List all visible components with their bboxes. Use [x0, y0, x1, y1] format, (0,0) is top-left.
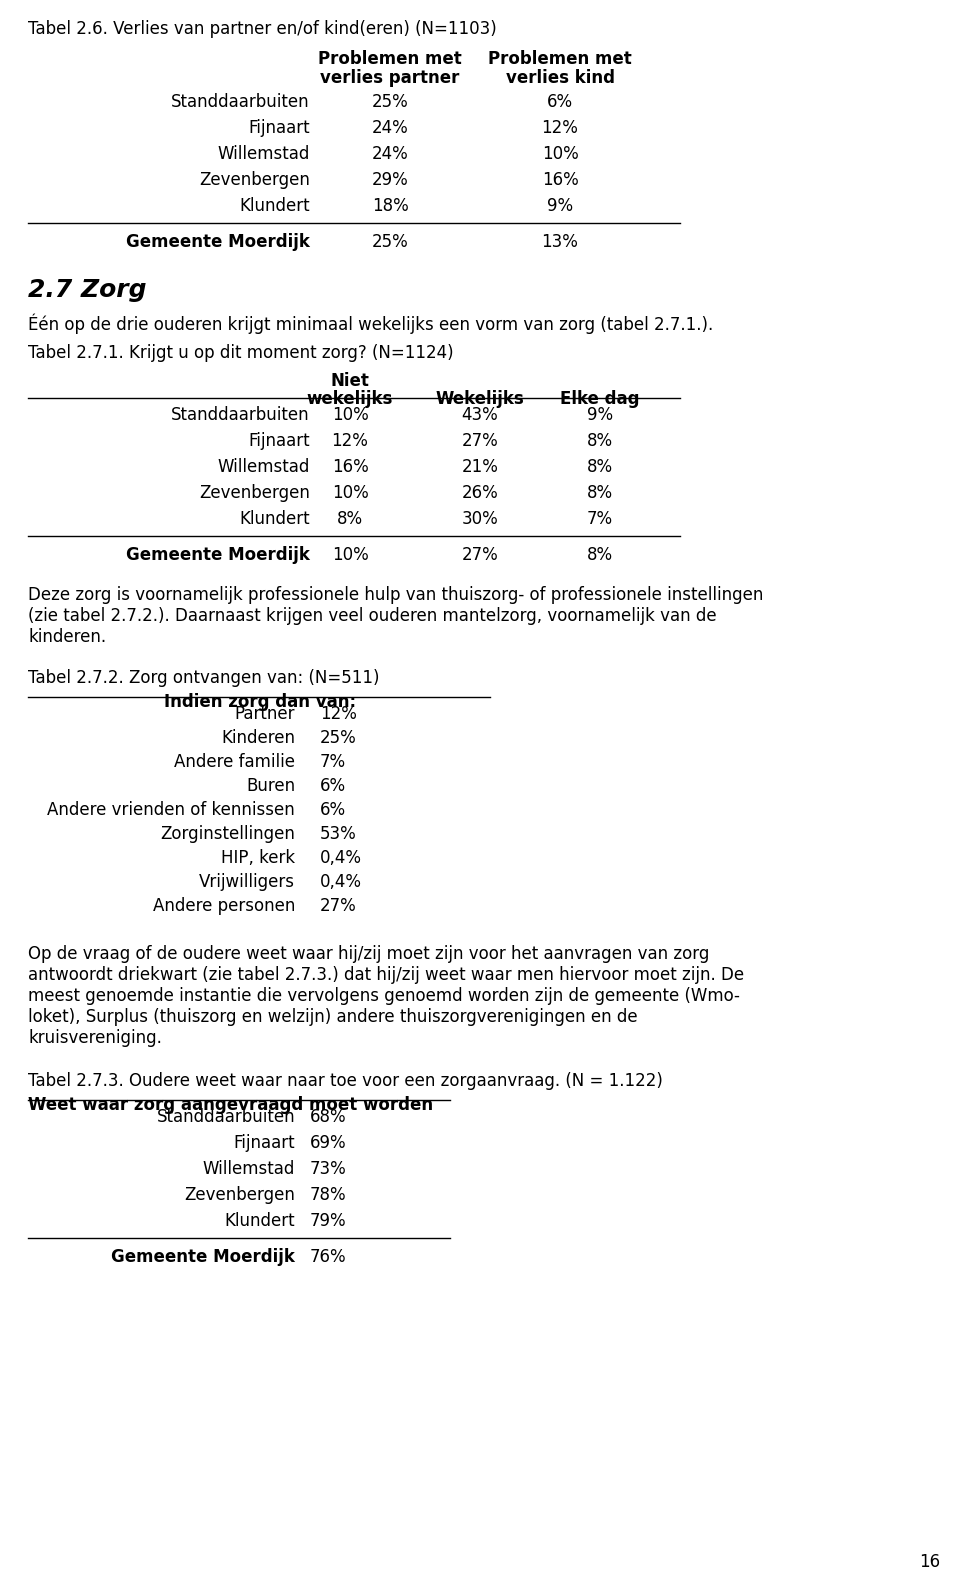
Text: Elke dag: Elke dag — [561, 389, 639, 408]
Text: 8%: 8% — [337, 510, 363, 528]
Text: Willemstad: Willemstad — [218, 144, 310, 163]
Text: Standdaarbuiten: Standdaarbuiten — [172, 407, 310, 424]
Text: Tabel 2.7.3. Oudere weet waar naar toe voor een zorgaanvraag. (N = 1.122): Tabel 2.7.3. Oudere weet waar naar toe v… — [28, 1072, 662, 1090]
Text: 27%: 27% — [462, 432, 498, 451]
Text: Gemeente Moerdijk: Gemeente Moerdijk — [126, 232, 310, 251]
Text: 16%: 16% — [541, 171, 578, 188]
Text: 10%: 10% — [331, 484, 369, 502]
Text: 21%: 21% — [462, 458, 498, 476]
Text: Op de vraag of de oudere weet waar hij/zij moet zijn voor het aanvragen van zorg: Op de vraag of de oudere weet waar hij/z… — [28, 945, 709, 962]
Text: 30%: 30% — [462, 510, 498, 528]
Text: 9%: 9% — [547, 196, 573, 215]
Text: 24%: 24% — [372, 144, 408, 163]
Text: 29%: 29% — [372, 171, 408, 188]
Text: 27%: 27% — [462, 546, 498, 564]
Text: Fijnaart: Fijnaart — [233, 1134, 295, 1152]
Text: Indien zorg dan van:: Indien zorg dan van: — [164, 692, 356, 711]
Text: Klundert: Klundert — [225, 1212, 295, 1229]
Text: Buren: Buren — [246, 777, 295, 794]
Text: 25%: 25% — [372, 93, 408, 111]
Text: Klundert: Klundert — [239, 196, 310, 215]
Text: 6%: 6% — [320, 801, 347, 820]
Text: Zorginstellingen: Zorginstellingen — [160, 824, 295, 843]
Text: 0,4%: 0,4% — [320, 849, 362, 867]
Text: Andere familie: Andere familie — [174, 754, 295, 771]
Text: Fijnaart: Fijnaart — [249, 432, 310, 451]
Text: 0,4%: 0,4% — [320, 873, 362, 892]
Text: 10%: 10% — [331, 407, 369, 424]
Text: 26%: 26% — [462, 484, 498, 502]
Text: 18%: 18% — [372, 196, 408, 215]
Text: Problemen met: Problemen met — [318, 50, 462, 68]
Text: Willemstad: Willemstad — [218, 458, 310, 476]
Text: Wekelijks: Wekelijks — [436, 389, 524, 408]
Text: Zevenbergen: Zevenbergen — [199, 484, 310, 502]
Text: 78%: 78% — [310, 1185, 347, 1204]
Text: Willemstad: Willemstad — [203, 1160, 295, 1178]
Text: Problemen met: Problemen met — [488, 50, 632, 68]
Text: kinderen.: kinderen. — [28, 628, 107, 645]
Text: 68%: 68% — [310, 1108, 347, 1126]
Text: 53%: 53% — [320, 824, 357, 843]
Text: 12%: 12% — [331, 432, 369, 451]
Text: 25%: 25% — [320, 728, 357, 747]
Text: 79%: 79% — [310, 1212, 347, 1229]
Text: 8%: 8% — [587, 458, 613, 476]
Text: Niet: Niet — [330, 372, 370, 389]
Text: 8%: 8% — [587, 432, 613, 451]
Text: 10%: 10% — [541, 144, 578, 163]
Text: loket), Surplus (thuiszorg en welzijn) andere thuiszorgverenigingen en de: loket), Surplus (thuiszorg en welzijn) a… — [28, 1008, 637, 1027]
Text: 13%: 13% — [541, 232, 579, 251]
Text: Standdaarbuiten: Standdaarbuiten — [172, 93, 310, 111]
Text: 7%: 7% — [587, 510, 613, 528]
Text: 25%: 25% — [372, 232, 408, 251]
Text: 7%: 7% — [320, 754, 347, 771]
Text: Tabel 2.7.2. Zorg ontvangen van: (N=511): Tabel 2.7.2. Zorg ontvangen van: (N=511) — [28, 669, 379, 688]
Text: Kinderen: Kinderen — [221, 728, 295, 747]
Text: Deze zorg is voornamelijk professionele hulp van thuiszorg- of professionele ins: Deze zorg is voornamelijk professionele … — [28, 586, 763, 604]
Text: Zevenbergen: Zevenbergen — [199, 171, 310, 188]
Text: 10%: 10% — [331, 546, 369, 564]
Text: 43%: 43% — [462, 407, 498, 424]
Text: Gemeente Moerdijk: Gemeente Moerdijk — [111, 1248, 295, 1265]
Text: antwoordt driekwart (zie tabel 2.7.3.) dat hij/zij weet waar men hiervoor moet z: antwoordt driekwart (zie tabel 2.7.3.) d… — [28, 966, 744, 984]
Text: Andere personen: Andere personen — [153, 896, 295, 915]
Text: kruisvereniging.: kruisvereniging. — [28, 1028, 162, 1047]
Text: Fijnaart: Fijnaart — [249, 119, 310, 137]
Text: Standdaarbuiten: Standdaarbuiten — [156, 1108, 295, 1126]
Text: 76%: 76% — [310, 1248, 347, 1265]
Text: 16%: 16% — [331, 458, 369, 476]
Text: 2.7 Zorg: 2.7 Zorg — [28, 278, 147, 301]
Text: Tabel 2.7.1. Krijgt u op dit moment zorg? (N=1124): Tabel 2.7.1. Krijgt u op dit moment zorg… — [28, 344, 454, 363]
Text: 8%: 8% — [587, 484, 613, 502]
Text: Andere vrienden of kennissen: Andere vrienden of kennissen — [47, 801, 295, 820]
Text: meest genoemde instantie die vervolgens genoemd worden zijn de gemeente (Wmo-: meest genoemde instantie die vervolgens … — [28, 988, 740, 1005]
Text: 73%: 73% — [310, 1160, 347, 1178]
Text: verlies partner: verlies partner — [321, 69, 460, 86]
Text: (zie tabel 2.7.2.). Daarnaast krijgen veel ouderen mantelzorg, voornamelijk van : (zie tabel 2.7.2.). Daarnaast krijgen ve… — [28, 608, 716, 625]
Text: 6%: 6% — [547, 93, 573, 111]
Text: wekelijks: wekelijks — [307, 389, 394, 408]
Text: Tabel 2.6. Verlies van partner en/of kind(eren) (N=1103): Tabel 2.6. Verlies van partner en/of kin… — [28, 20, 496, 38]
Text: 8%: 8% — [587, 546, 613, 564]
Text: 12%: 12% — [541, 119, 579, 137]
Text: Vrijwilligers: Vrijwilligers — [199, 873, 295, 892]
Text: 16: 16 — [919, 1553, 940, 1570]
Text: Partner: Partner — [234, 705, 295, 724]
Text: 6%: 6% — [320, 777, 347, 794]
Text: 12%: 12% — [320, 705, 357, 724]
Text: Zevenbergen: Zevenbergen — [184, 1185, 295, 1204]
Text: Klundert: Klundert — [239, 510, 310, 528]
Text: HIP, kerk: HIP, kerk — [221, 849, 295, 867]
Text: verlies kind: verlies kind — [506, 69, 614, 86]
Text: 9%: 9% — [587, 407, 613, 424]
Text: Één op de drie ouderen krijgt minimaal wekelijks een vorm van zorg (tabel 2.7.1.: Één op de drie ouderen krijgt minimaal w… — [28, 314, 713, 334]
Text: 27%: 27% — [320, 896, 357, 915]
Text: 69%: 69% — [310, 1134, 347, 1152]
Text: Weet waar zorg aangevraagd moet worden: Weet waar zorg aangevraagd moet worden — [28, 1096, 433, 1115]
Text: 24%: 24% — [372, 119, 408, 137]
Text: Gemeente Moerdijk: Gemeente Moerdijk — [126, 546, 310, 564]
